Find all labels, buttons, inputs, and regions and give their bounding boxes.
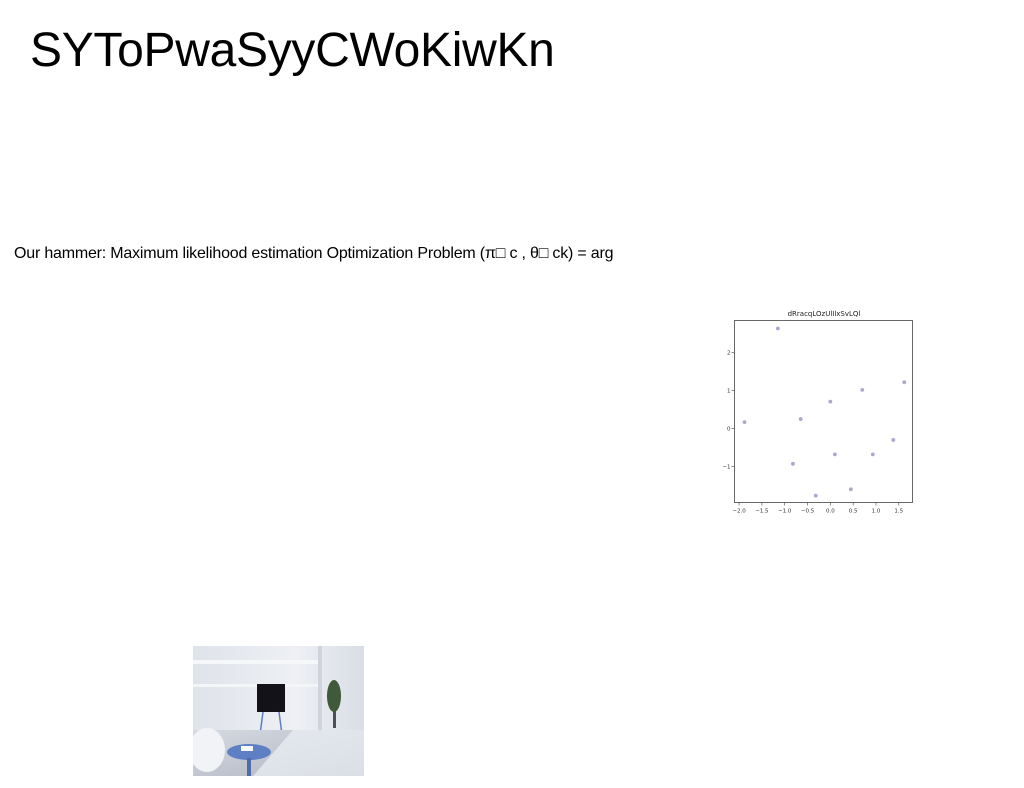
- scatter-point: [833, 452, 837, 457]
- y-axis: −1 0 1 2: [722, 351, 735, 470]
- scatter-chart-svg: dRracqLOzUlIlxSvLQl −2.0 −1.5 −1.0 −0.5 0.0 0…: [722, 310, 913, 515]
- x-tick-label: 0.5: [849, 509, 858, 515]
- y-tick-label: 0: [727, 427, 731, 433]
- photo-shelf-top: [193, 660, 318, 664]
- x-tick-label: 1.0: [872, 509, 881, 515]
- y-tick-label: 1: [727, 389, 731, 395]
- scatter-point: [848, 487, 853, 492]
- plot-area-frame: [734, 320, 913, 503]
- body-text: Our hammer: Maximum likelihood estimatio…: [14, 245, 614, 262]
- photo-plant-stem: [333, 706, 336, 728]
- photo-shelf-panel: [318, 646, 322, 730]
- photo-coffee-table: [227, 744, 271, 760]
- x-tick-label: 0.0: [826, 509, 835, 515]
- photo-armchair: [193, 728, 225, 772]
- x-tick-label: 1.5: [894, 509, 903, 515]
- chart-title: dRracqLOzUlIlxSvLQl: [788, 310, 861, 318]
- x-axis: −2.0 −1.5 −1.0 −0.5 0.0 0.5 1.0 1.5: [732, 502, 904, 515]
- scatter-point: [791, 461, 795, 466]
- scatter-point: [775, 326, 780, 331]
- scatter-point: [870, 452, 875, 457]
- y-tick-label: 2: [727, 351, 731, 357]
- scatter-chart: dRracqLOzUlIlxSvLQl −2.0 −1.5 −1.0 −0.5 0.0 0…: [720, 306, 920, 518]
- scatter-point: [828, 399, 833, 404]
- photo-table-base: [247, 758, 251, 776]
- y-tick-label: −1: [722, 464, 730, 470]
- living-room-photo-svg: [193, 646, 364, 776]
- x-tick-label: −1.0: [778, 509, 792, 515]
- scatter-point: [813, 493, 818, 498]
- scatter-point: [860, 387, 865, 392]
- scatter-points: [742, 326, 907, 498]
- living-room-photo: [193, 646, 364, 776]
- slide-title: SYToPwaSyyCWoKiwKn: [30, 24, 555, 77]
- scatter-point: [902, 380, 907, 385]
- photo-table-book: [241, 746, 253, 751]
- x-tick-label: −2.0: [732, 509, 746, 515]
- photo-plant: [327, 680, 341, 712]
- photo-shelf-middle: [193, 684, 318, 687]
- scatter-point: [742, 420, 747, 425]
- x-tick-label: −0.5: [801, 509, 815, 515]
- scatter-point: [798, 417, 803, 421]
- photo-tv-screen: [257, 684, 285, 712]
- scatter-point: [891, 438, 896, 442]
- x-tick-label: −1.5: [755, 509, 769, 515]
- photo-sunlight: [253, 730, 364, 776]
